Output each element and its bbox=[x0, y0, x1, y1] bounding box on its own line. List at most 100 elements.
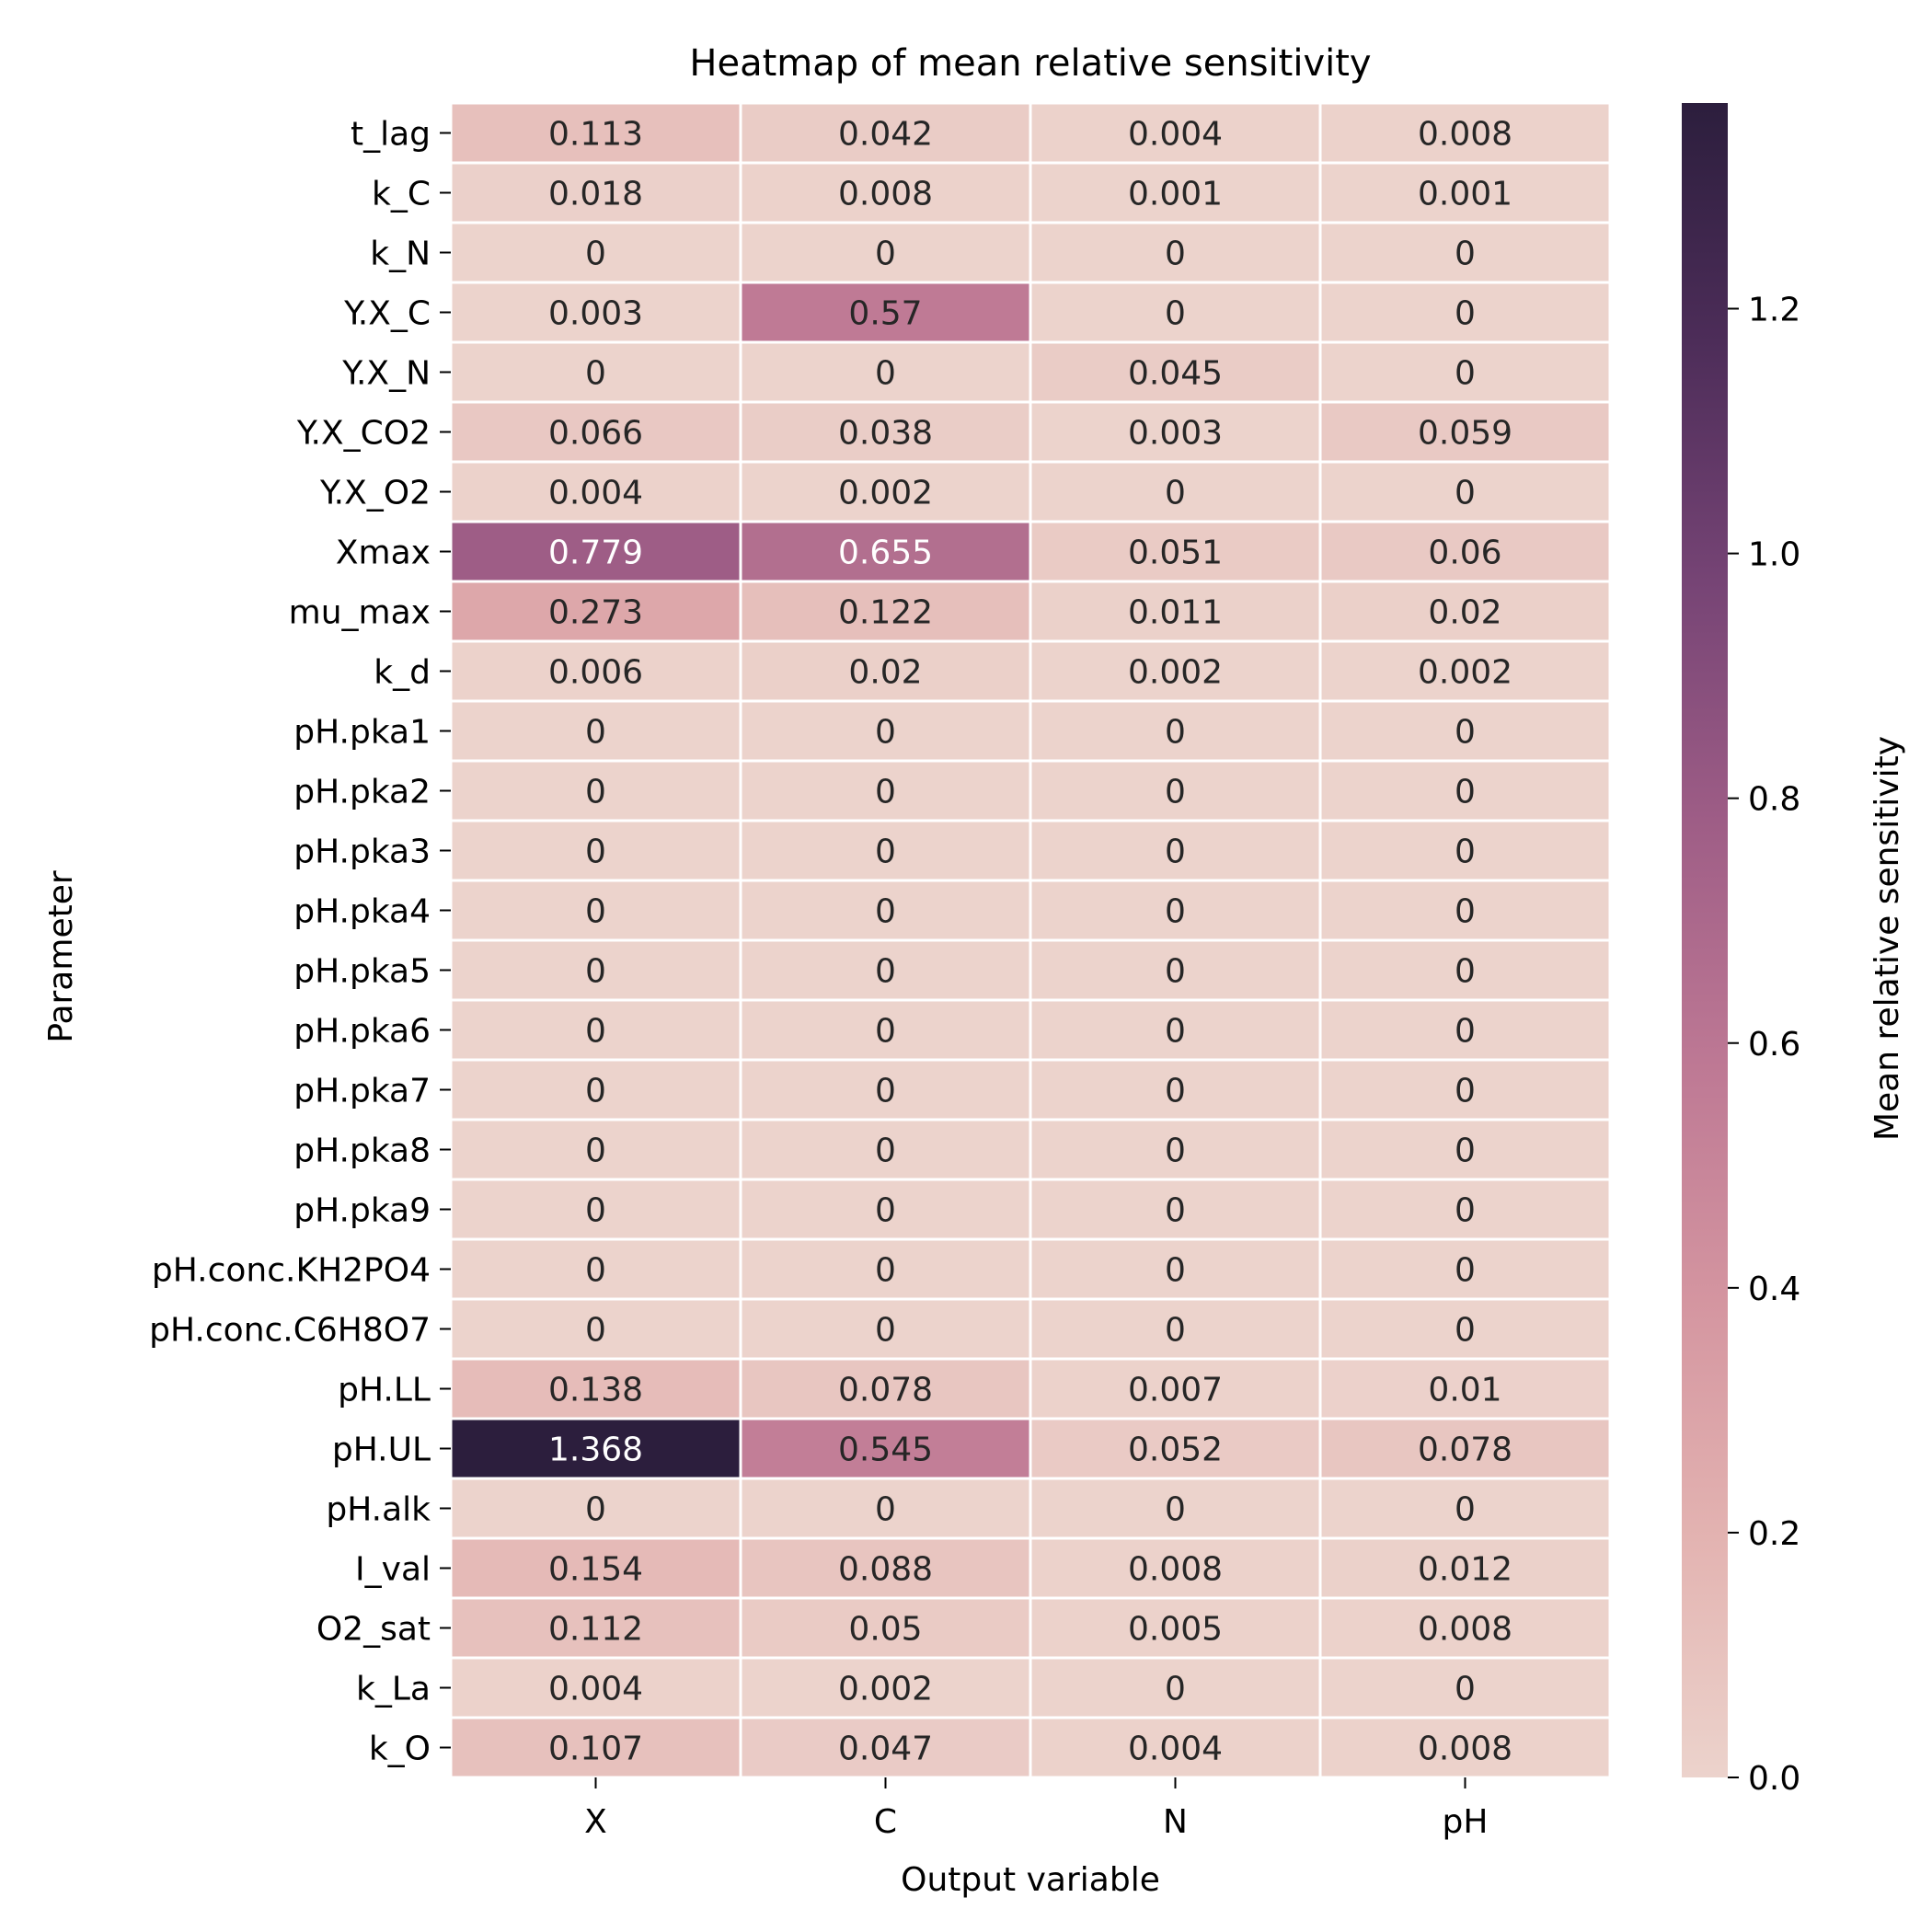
y-tick-label: pH.LL bbox=[338, 1372, 431, 1409]
cell-value-label: 0.113 bbox=[548, 116, 643, 154]
y-tick-label: Y.X_N bbox=[341, 355, 431, 393]
heatmap-cell bbox=[1318, 1536, 1612, 1600]
cell-value-label: 0 bbox=[585, 236, 606, 273]
heatmap-cell bbox=[739, 340, 1032, 404]
cell-value-label: 0.655 bbox=[838, 535, 933, 572]
heatmap-cell bbox=[739, 819, 1032, 882]
cell-value-label: 0 bbox=[585, 953, 606, 991]
x-tick-label: C bbox=[874, 1803, 897, 1841]
y-tick-label: k_N bbox=[370, 236, 431, 273]
cell-value-label: 0.008 bbox=[1418, 1731, 1512, 1768]
cell-value-label: 0.047 bbox=[838, 1731, 933, 1768]
cell-value-label: 0 bbox=[585, 1312, 606, 1350]
cell-value-label: 0.005 bbox=[1128, 1611, 1223, 1649]
heatmap-cells: 0.113 0.042 0.004 0.008 0.018 0.008 0.001 0.001… bbox=[449, 101, 1612, 1779]
cell-value-label: 0.001 bbox=[1128, 176, 1223, 213]
cell-value-label: 0 bbox=[1165, 1192, 1186, 1230]
y-tick-label: pH.UL bbox=[332, 1432, 431, 1469]
cell-value-label: 0 bbox=[875, 1013, 896, 1051]
heatmap-cell bbox=[1029, 819, 1322, 882]
colorbar-tick-label: 0.4 bbox=[1748, 1271, 1800, 1308]
heatmap-cell bbox=[449, 759, 742, 822]
heatmap-cell bbox=[739, 1237, 1032, 1301]
cell-value-label: 0.002 bbox=[1128, 654, 1223, 692]
heatmap-cell bbox=[449, 400, 742, 464]
cell-value-label: 0 bbox=[1165, 1312, 1186, 1350]
heatmap-cell bbox=[1029, 1656, 1322, 1719]
cell-value-label: 0.045 bbox=[1128, 355, 1223, 393]
cell-value-label: 0.012 bbox=[1418, 1551, 1512, 1589]
cell-value-label: 0 bbox=[585, 834, 606, 871]
cell-value-label: 0 bbox=[1165, 714, 1186, 752]
cell-value-label: 0 bbox=[585, 355, 606, 393]
cell-value-label: 0 bbox=[1165, 295, 1186, 333]
y-tick-label: k_C bbox=[372, 176, 431, 213]
y-tick-label: pH.pka6 bbox=[293, 1013, 431, 1051]
heatmap-cell bbox=[739, 281, 1032, 344]
heatmap-cell bbox=[739, 1596, 1032, 1660]
cell-value-label: 0 bbox=[875, 893, 896, 931]
cell-value-label: 0 bbox=[585, 774, 606, 811]
cell-value-label: 0.112 bbox=[548, 1611, 643, 1649]
cell-value-label: 0.078 bbox=[1418, 1432, 1512, 1469]
y-axis-label: Parameter bbox=[42, 870, 80, 1042]
cell-value-label: 0 bbox=[1455, 774, 1476, 811]
heatmap-cell bbox=[739, 759, 1032, 822]
cell-value-label: 0 bbox=[875, 355, 896, 393]
cell-value-label: 0 bbox=[875, 1192, 896, 1230]
y-tick-label: Xmax bbox=[336, 535, 431, 572]
heatmap-cell bbox=[449, 639, 742, 703]
heatmap-cell bbox=[739, 1178, 1032, 1241]
heatmap-cell bbox=[1318, 699, 1612, 763]
x-tick-label: N bbox=[1163, 1803, 1188, 1841]
y-tick-label: pH.alk bbox=[326, 1491, 431, 1529]
colorbar: 0.0 0.2 0.4 0.6 0.8 1.0 1.2 bbox=[1682, 103, 1800, 1798]
colorbar-tick-label: 0.2 bbox=[1748, 1515, 1800, 1553]
heatmap-cell bbox=[1318, 400, 1612, 464]
cell-value-label: 0 bbox=[1455, 1252, 1476, 1290]
cell-value-label: 0.007 bbox=[1128, 1372, 1223, 1409]
heatmap-cell bbox=[739, 1118, 1032, 1181]
y-tick-label: pH.pka2 bbox=[293, 774, 431, 811]
cell-value-label: 0 bbox=[1165, 475, 1186, 512]
heatmap-cell bbox=[1029, 520, 1322, 583]
cell-value-label: 0 bbox=[1455, 1491, 1476, 1529]
cell-value-label: 0.078 bbox=[838, 1372, 933, 1409]
y-tick-label: pH.pka5 bbox=[293, 953, 431, 991]
cell-value-label: 0 bbox=[1455, 1671, 1476, 1708]
cell-value-label: 0 bbox=[585, 1491, 606, 1529]
cell-value-label: 0 bbox=[1455, 236, 1476, 273]
heatmap-cell bbox=[1029, 400, 1322, 464]
heatmap-cell bbox=[1318, 281, 1612, 344]
heatmap-cell bbox=[1318, 1237, 1612, 1301]
cell-value-label: 0 bbox=[1455, 1073, 1476, 1110]
heatmap-cell bbox=[449, 819, 742, 882]
cell-value-label: 0 bbox=[1455, 295, 1476, 333]
y-tick-label: O2_sat bbox=[316, 1611, 431, 1649]
cell-value-label: 0.05 bbox=[848, 1611, 922, 1649]
y-tick-label: Y.X_C bbox=[343, 295, 431, 333]
cell-value-label: 0 bbox=[875, 1312, 896, 1350]
heatmap-cell bbox=[739, 1716, 1032, 1779]
y-tick-label: Y.X_O2 bbox=[319, 475, 431, 512]
cell-value-label: 0.06 bbox=[1428, 535, 1501, 572]
y-tick-label: pH.pka4 bbox=[293, 893, 431, 931]
cell-value-label: 0.154 bbox=[548, 1551, 643, 1589]
heatmap-cell bbox=[449, 1417, 742, 1480]
cell-value-label: 0.107 bbox=[548, 1731, 643, 1768]
cell-value-label: 0 bbox=[585, 1133, 606, 1170]
cell-value-label: 0 bbox=[585, 1252, 606, 1290]
y-tick-label: I_val bbox=[355, 1551, 431, 1589]
cell-value-label: 0 bbox=[1165, 1013, 1186, 1051]
y-tick-label: pH.pka1 bbox=[293, 714, 431, 752]
heatmap-cell bbox=[1318, 1596, 1612, 1660]
cell-value-label: 0.008 bbox=[1418, 116, 1512, 154]
heatmap-cell bbox=[1318, 1357, 1612, 1420]
cell-value-label: 0.545 bbox=[838, 1432, 933, 1469]
cell-value-label: 0 bbox=[1165, 893, 1186, 931]
y-tick-label: k_O bbox=[369, 1731, 431, 1768]
cell-value-label: 0 bbox=[1165, 1133, 1186, 1170]
heatmap-cell bbox=[1029, 879, 1322, 942]
heatmap-cell bbox=[449, 1178, 742, 1241]
